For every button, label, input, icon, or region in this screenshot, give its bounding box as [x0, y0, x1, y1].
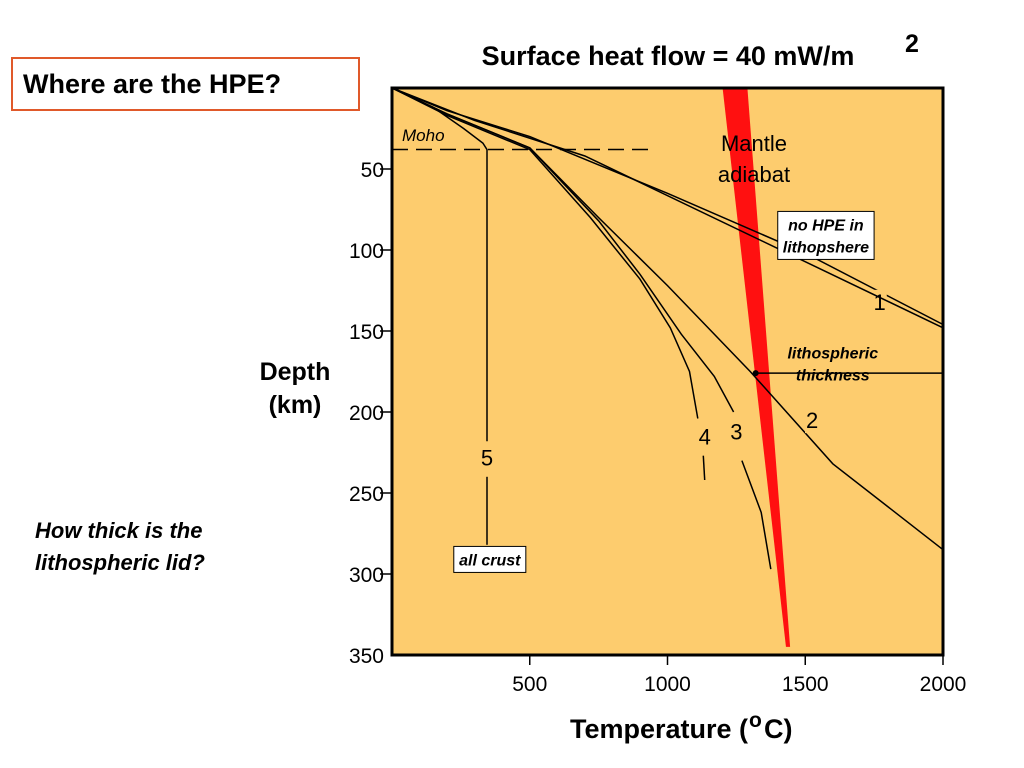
geotherm-line-aux-8: [391, 87, 944, 329]
geotherm-line-4-5: [702, 455, 706, 481]
geotherm-line-1-0: [391, 87, 944, 326]
geotherm-line-4-4: [391, 87, 699, 419]
geotherm-label-5: 5: [481, 445, 493, 470]
y-tick-label: 50: [361, 159, 384, 182]
x-tick-label: 1000: [644, 673, 691, 696]
geotherm-label-bg: [805, 408, 820, 434]
geotherm-label-2: 2: [806, 408, 818, 433]
chart-title: Surface heat flow = 40 mW/m: [482, 41, 855, 71]
y-tick-label: 100: [349, 240, 384, 263]
x-axis-label-superscript: o: [749, 709, 762, 732]
y-tick-label: 200: [349, 402, 384, 425]
annotation-no-hpe-box: [777, 210, 875, 260]
lithosphere-arrow-head: [752, 370, 759, 377]
geotherm-label-bg: [479, 445, 495, 471]
y-tick-label: 350: [349, 645, 384, 668]
x-tick-label: 1500: [782, 673, 829, 696]
geotherm-label-4: 4: [699, 424, 711, 449]
geotherm-line-3-2: [391, 87, 735, 413]
moho-label: Moho: [402, 126, 445, 145]
side-question: How thick is the lithospheric lid?: [35, 518, 205, 575]
geotherm-label-1: 1: [874, 290, 886, 315]
y-axis-label-line2: (km): [269, 391, 322, 419]
geotherm-label-bg: [729, 419, 744, 445]
annotation-all-crust-line1: all crust: [459, 552, 521, 569]
mantle-adiabat-label-line1: Mantle: [721, 131, 787, 156]
annotation-all-crust-box: [453, 545, 527, 573]
annotation-no-hpe-line2: lithopshere: [783, 239, 869, 256]
geotherm-label-3: 3: [730, 419, 742, 444]
y-tick-label: 150: [349, 321, 384, 344]
x-tick-label: 500: [512, 673, 547, 696]
x-axis-label: Temperature (: [570, 714, 748, 744]
y-tick-label: 250: [349, 483, 384, 506]
geotherm-label-bg: [697, 424, 712, 450]
annotation-no-hpe-line1: no HPE in: [788, 217, 864, 234]
annotation-lith-thick-line2: thickness: [796, 367, 870, 384]
question-box: Where are the HPE?: [11, 57, 360, 111]
x-axis-label-suffix: C): [764, 714, 793, 744]
chart-title-superscript: 2: [905, 30, 919, 58]
geotherm-line-3-3: [741, 460, 772, 570]
x-tick-label: 2000: [920, 673, 967, 696]
y-axis-label-line1: Depth: [260, 358, 331, 386]
geotherm-line-5-6: [391, 87, 488, 442]
y-tick-label: 300: [349, 564, 384, 587]
annotation-lith-thick-line1: lithospheric: [787, 345, 878, 362]
mantle-adiabat-label-line2: adiabat: [718, 162, 790, 187]
mantle-adiabat-band: [722, 88, 791, 647]
